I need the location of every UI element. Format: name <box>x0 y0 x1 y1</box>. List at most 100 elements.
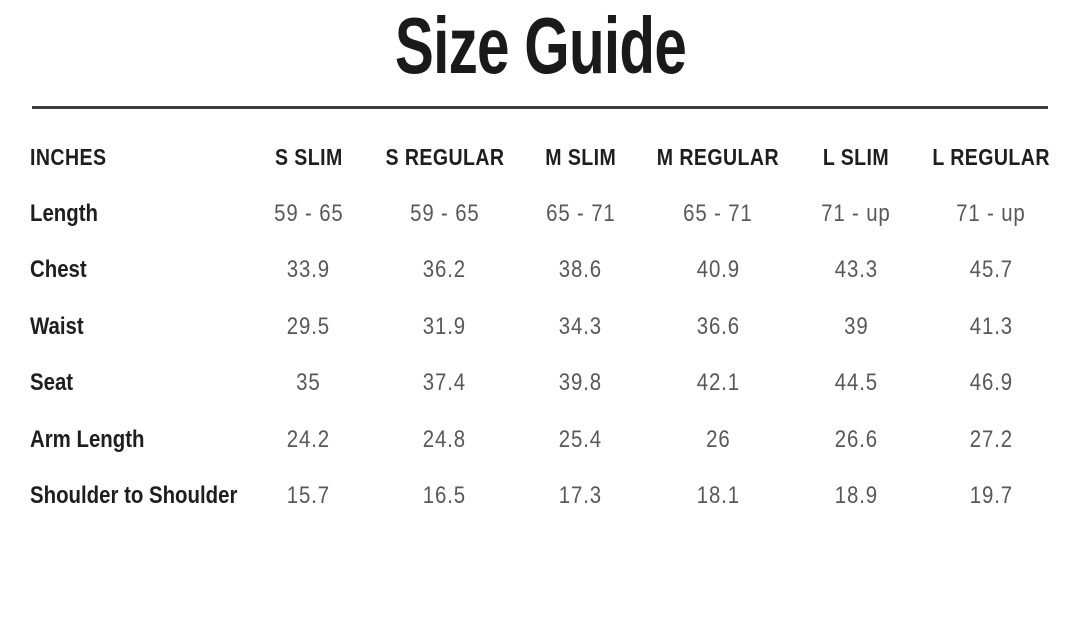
size-value: 24.2 <box>243 426 375 454</box>
size-value-text: 17.3 <box>558 482 603 510</box>
size-value-text: 37.4 <box>423 369 467 397</box>
size-value-text: 46.9 <box>969 369 1013 397</box>
size-value-text: 18.1 <box>696 482 740 510</box>
row-label-text: Waist <box>30 312 84 340</box>
size-value: 59 - 65 <box>375 200 515 228</box>
column-header: M REGULAR <box>646 144 790 171</box>
size-value: 25.4 <box>515 426 647 454</box>
size-value-text: 24.2 <box>287 425 331 453</box>
size-value: 27.2 <box>922 426 1060 454</box>
size-value-text: 34.3 <box>558 312 603 340</box>
size-value-text: 26.6 <box>834 425 878 453</box>
size-value: 37.4 <box>375 369 515 397</box>
size-value: 33.9 <box>243 256 375 284</box>
unit-header: INCHES <box>30 144 243 171</box>
column-header-text: M SLIM <box>544 143 616 170</box>
row-label: Shoulder to Shoulder <box>30 482 243 510</box>
size-value-text: 40.9 <box>696 256 740 284</box>
row-label: Length <box>30 200 243 228</box>
size-value: 43.3 <box>790 256 922 284</box>
size-value: 45.7 <box>922 256 1060 284</box>
row-label: Seat <box>30 369 243 397</box>
page-title: Size Guide <box>0 4 1080 88</box>
size-value-text: 36.2 <box>423 256 467 284</box>
size-value-text: 33.9 <box>287 256 331 284</box>
column-header-text: S SLIM <box>274 143 343 170</box>
size-value: 65 - 71 <box>515 200 647 228</box>
column-header-text: L SLIM <box>822 143 890 170</box>
size-value: 38.6 <box>515 256 647 284</box>
size-value-text: 27.2 <box>969 425 1013 453</box>
title-divider <box>32 106 1048 109</box>
column-header: S REGULAR <box>375 144 515 171</box>
size-value: 44.5 <box>790 369 922 397</box>
size-value: 42.1 <box>646 369 790 397</box>
size-value-text: 44.5 <box>834 369 878 397</box>
size-value-text: 39 <box>843 312 869 340</box>
size-value: 34.3 <box>515 313 647 341</box>
size-value-text: 65 - 71 <box>683 199 753 227</box>
size-value: 26.6 <box>790 426 922 454</box>
size-value: 17.3 <box>515 482 647 510</box>
size-value-text: 24.8 <box>423 425 467 453</box>
size-value-text: 18.9 <box>834 482 878 510</box>
column-header-text: M REGULAR <box>657 143 780 170</box>
size-value: 65 - 71 <box>646 200 790 228</box>
size-value-text: 36.6 <box>696 312 740 340</box>
size-value-text: 16.5 <box>423 482 467 510</box>
row-label-text: Length <box>30 199 98 227</box>
size-value: 19.7 <box>922 482 1060 510</box>
column-header-text: L REGULAR <box>932 143 1050 170</box>
size-value: 36.6 <box>646 313 790 341</box>
size-value-text: 39.8 <box>558 369 603 397</box>
size-value: 35 <box>243 369 375 397</box>
row-label: Arm Length <box>30 426 243 454</box>
size-value-text: 65 - 71 <box>545 199 616 227</box>
size-value: 18.1 <box>646 482 790 510</box>
size-value: 59 - 65 <box>243 200 375 228</box>
column-header: S SLIM <box>243 144 375 171</box>
size-value-text: 29.5 <box>287 312 331 340</box>
size-value: 29.5 <box>243 313 375 341</box>
size-value-text: 59 - 65 <box>409 199 480 227</box>
row-label: Waist <box>30 313 243 341</box>
size-value: 16.5 <box>375 482 515 510</box>
page-title-text: Size Guide <box>394 1 686 90</box>
size-value: 31.9 <box>375 313 515 341</box>
size-value: 15.7 <box>243 482 375 510</box>
size-value-text: 15.7 <box>287 482 331 510</box>
size-value-text: 26 <box>705 425 731 453</box>
column-header: L SLIM <box>790 144 922 171</box>
size-value-text: 25.4 <box>558 425 603 453</box>
size-value-text: 45.7 <box>969 256 1013 284</box>
size-value-text: 71 - up <box>956 199 1026 227</box>
size-value: 71 - up <box>790 200 922 228</box>
size-value: 39 <box>790 313 922 341</box>
size-value-text: 41.3 <box>969 312 1013 340</box>
size-value-text: 42.1 <box>696 369 740 397</box>
size-value: 46.9 <box>922 369 1060 397</box>
size-value-text: 31.9 <box>423 312 467 340</box>
size-value: 36.2 <box>375 256 515 284</box>
row-label-text: Shoulder to Shoulder <box>30 482 238 510</box>
column-header-text: S REGULAR <box>385 143 505 170</box>
row-label-text: Chest <box>30 256 87 284</box>
column-header: M SLIM <box>515 144 647 171</box>
size-value-text: 35 <box>296 369 322 397</box>
column-header: L REGULAR <box>922 144 1060 171</box>
size-guide-page: Size Guide INCHES S SLIM S REGULAR M SLIM M … <box>0 4 1080 525</box>
row-label: Chest <box>30 256 243 284</box>
size-value: 40.9 <box>646 256 790 284</box>
size-value: 41.3 <box>922 313 1060 341</box>
size-value-text: 38.6 <box>558 256 603 284</box>
size-value-text: 71 - up <box>821 199 891 227</box>
size-value-text: 59 - 65 <box>274 199 344 227</box>
size-value: 39.8 <box>515 369 647 397</box>
row-label-text: Arm Length <box>30 425 145 453</box>
size-value: 26 <box>646 426 790 454</box>
size-value-text: 43.3 <box>834 256 878 284</box>
size-guide-table: INCHES S SLIM S REGULAR M SLIM M REGULAR L SL… <box>0 129 1080 525</box>
size-value: 18.9 <box>790 482 922 510</box>
size-value-text: 19.7 <box>969 482 1013 510</box>
row-label-text: Seat <box>30 369 74 397</box>
